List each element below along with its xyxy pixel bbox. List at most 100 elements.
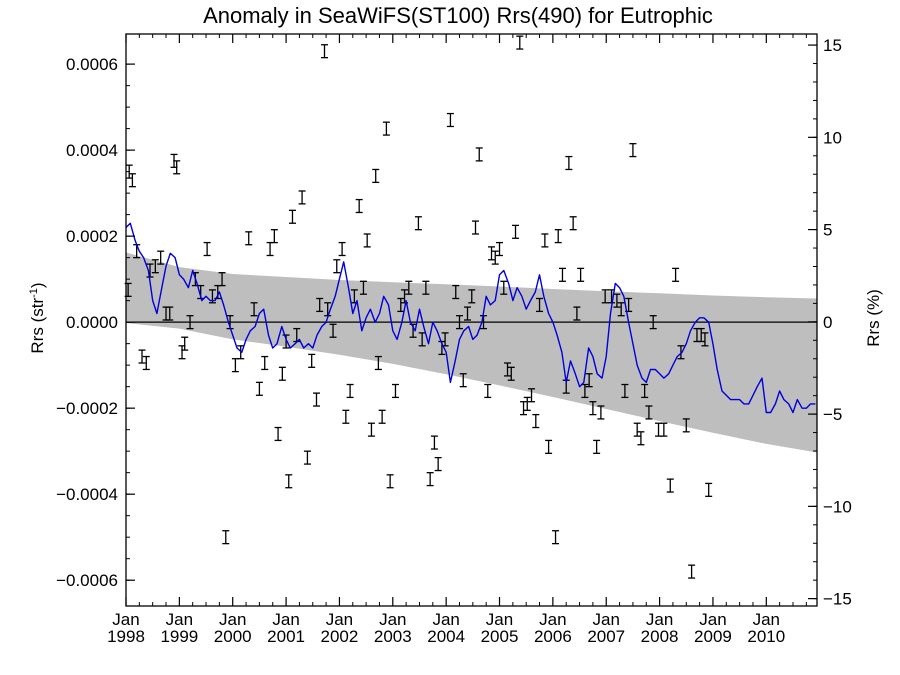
data-point-91	[520, 401, 528, 416]
x-tick-year-3: 2001	[267, 627, 305, 646]
data-point-32	[274, 426, 282, 442]
data-point-109	[593, 439, 601, 454]
data-point-10	[166, 306, 174, 321]
x-tick-month-1: Jan	[166, 610, 193, 629]
data-point-124	[660, 422, 668, 437]
data-point-69	[430, 435, 438, 450]
data-point-18	[203, 241, 211, 257]
data-point-47	[338, 241, 346, 257]
y2-tick-label-3: 0	[823, 313, 832, 332]
data-point-107	[585, 373, 593, 388]
y2-tick-label-6: −15	[823, 590, 852, 609]
y-tick-label-3: 0.0000	[66, 313, 118, 332]
axes: 0.0006 0.0004 0.0002 0.0000 −0.0002 −0.0004 −0…	[56, 33, 852, 646]
data-point-41	[312, 392, 320, 407]
data-point-95	[536, 297, 544, 313]
data-point-126	[672, 267, 680, 282]
x-tick-month-12: Jan	[753, 610, 780, 629]
data-point-119	[637, 431, 645, 446]
data-point-77	[463, 306, 471, 321]
data-point-129	[688, 564, 696, 579]
data-point-131	[697, 327, 705, 343]
x-tick-year-11: 2009	[694, 627, 732, 646]
data-point-76	[459, 373, 467, 388]
data-point-8	[157, 250, 165, 265]
data-point-2	[128, 173, 136, 188]
data-point-114	[617, 302, 625, 317]
data-point-66	[418, 332, 426, 347]
trend-band-area	[126, 252, 817, 453]
x-tick-month-4: Jan	[326, 610, 353, 629]
data-point-92	[523, 396, 531, 411]
data-point-51	[355, 198, 363, 214]
x-tick-year-10: 2008	[641, 627, 679, 646]
anomaly-points	[124, 35, 713, 579]
data-point-22	[222, 530, 230, 545]
x-tick-year-5: 2003	[374, 627, 412, 646]
x-tick-month-10: Jan	[646, 610, 673, 629]
data-point-55	[372, 168, 380, 184]
x-tick-month-8: Jan	[539, 610, 566, 629]
data-point-123	[655, 422, 663, 437]
data-point-132	[701, 332, 709, 347]
data-point-5	[142, 355, 150, 371]
x-tick-month-11: Jan	[699, 610, 726, 629]
data-point-117	[629, 143, 637, 158]
data-point-68	[426, 472, 434, 487]
data-point-122	[649, 315, 657, 330]
x-tick-year-12: 2010	[747, 627, 785, 646]
data-point-104	[573, 306, 581, 321]
y2-tick-label-1: 10	[823, 128, 842, 147]
data-point-67	[422, 280, 430, 295]
data-point-58	[382, 121, 390, 136]
data-point-128	[682, 418, 690, 433]
trend-band	[126, 252, 817, 453]
data-point-94	[532, 413, 540, 429]
data-point-12	[173, 160, 181, 175]
data-point-93	[528, 388, 536, 403]
data-point-83	[488, 246, 496, 261]
data-point-65	[414, 216, 422, 231]
data-point-113	[613, 293, 621, 308]
data-point-4	[138, 349, 146, 364]
y2-axis-label: Rrs (%)	[864, 289, 883, 347]
data-point-54	[367, 422, 375, 437]
plot-frame	[125, 33, 818, 607]
x-tick-year-0: 1998	[107, 627, 145, 646]
x-tick-month-2: Jan	[219, 610, 246, 629]
data-point-35	[285, 474, 293, 489]
data-point-61	[397, 297, 405, 313]
data-point-88	[507, 366, 515, 381]
data-point-49	[346, 383, 354, 399]
x-tick-year-4: 2002	[321, 627, 359, 646]
data-point-28	[255, 381, 263, 396]
data-point-24	[231, 358, 239, 373]
data-point-48	[342, 409, 350, 424]
data-point-120	[641, 383, 649, 399]
data-point-15	[186, 315, 194, 330]
y2-tick-label-5: −10	[823, 497, 852, 516]
data-point-125	[666, 478, 674, 493]
data-point-102	[565, 155, 573, 171]
data-point-60	[391, 383, 399, 399]
data-point-108	[589, 401, 597, 416]
data-point-78	[468, 289, 476, 304]
smoothed-series	[125, 222, 816, 414]
data-point-59	[386, 474, 394, 489]
data-point-14	[181, 336, 189, 351]
data-point-111	[601, 289, 609, 304]
data-point-103	[569, 216, 577, 231]
data-point-42	[316, 297, 324, 313]
data-point-86	[500, 280, 508, 295]
y-tick-label-1: 0.0004	[66, 141, 118, 160]
data-point-7	[151, 259, 159, 274]
x-tick-year-6: 2004	[427, 627, 465, 646]
data-point-43	[320, 44, 328, 59]
data-point-110	[597, 405, 605, 420]
data-point-31	[270, 229, 278, 244]
data-point-39	[303, 450, 311, 465]
data-point-105	[577, 267, 585, 282]
data-point-70	[434, 456, 442, 472]
data-point-127	[677, 345, 685, 360]
data-point-56	[374, 355, 382, 371]
